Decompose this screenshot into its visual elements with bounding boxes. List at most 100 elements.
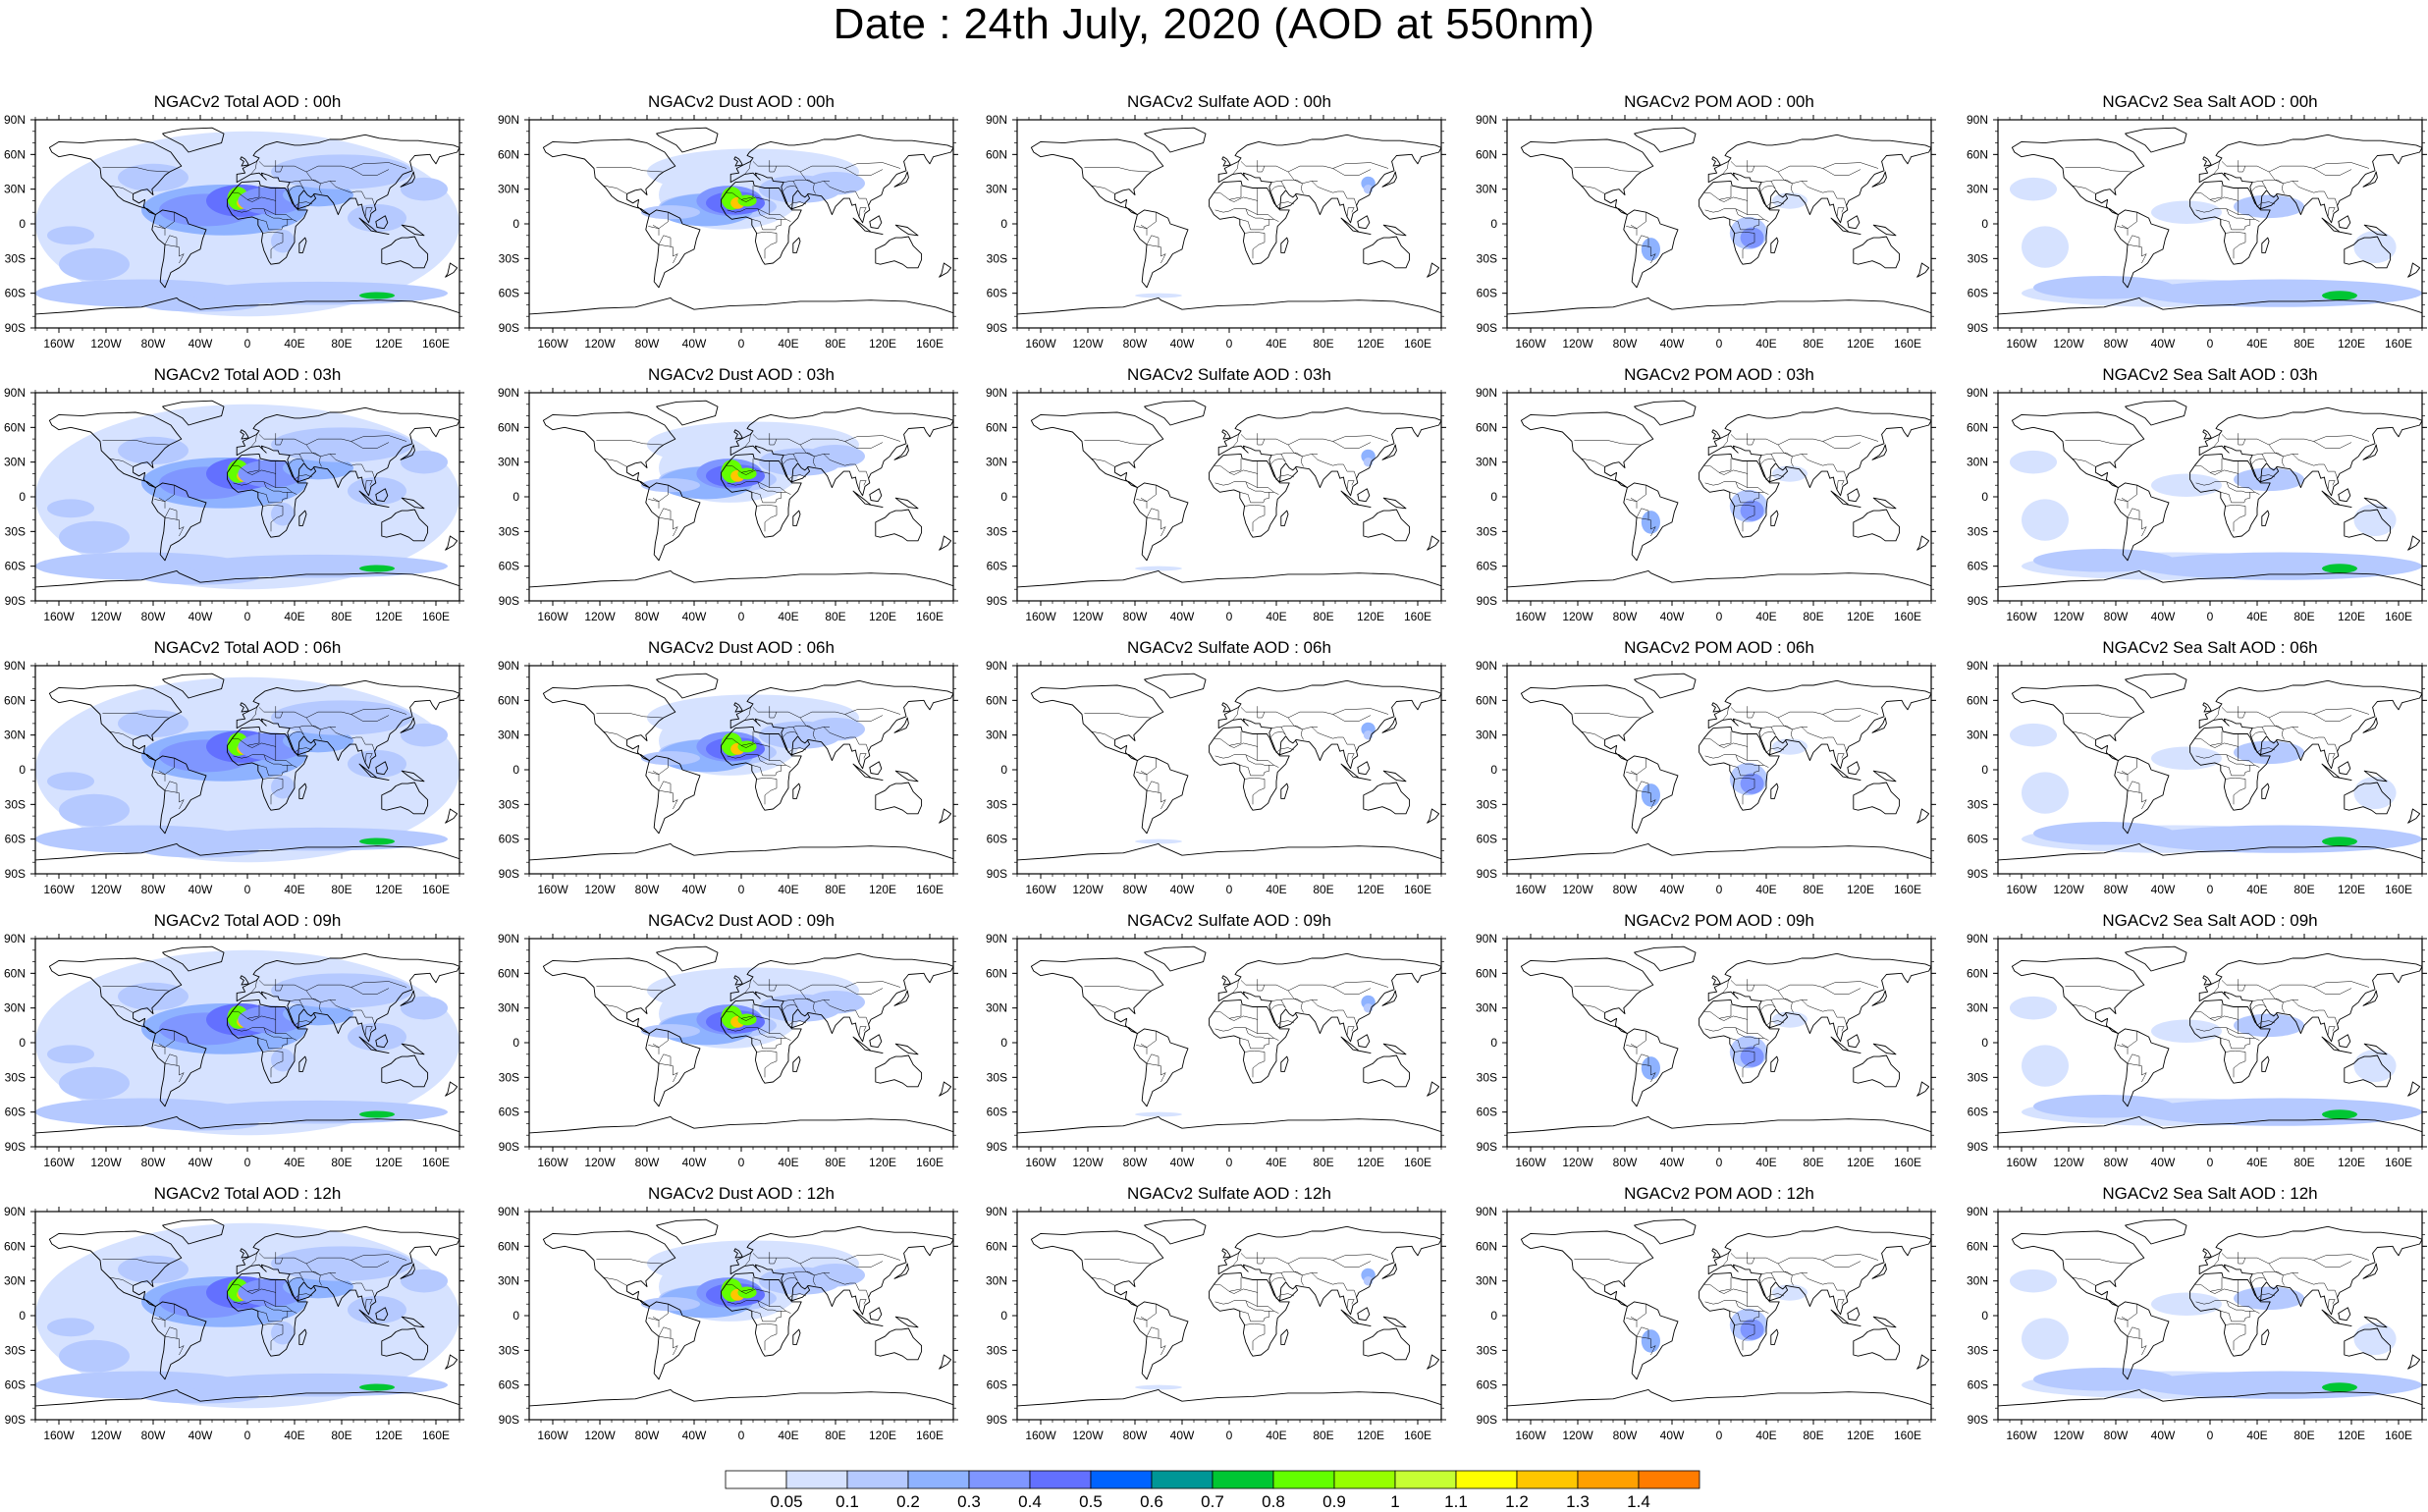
coastline-uk: [2202, 975, 2212, 986]
coastline-uk: [1221, 429, 1231, 440]
lon-label: 40W: [1170, 883, 1195, 896]
country-border: [329, 727, 362, 739]
lat-label: 30S: [987, 797, 1007, 811]
country-border: [1140, 485, 1157, 502]
country-border: [275, 706, 407, 719]
coastline-eurasia: [729, 952, 953, 1043]
country-border: [1630, 758, 1646, 775]
lon-label: 160E: [916, 337, 944, 351]
country-border: [263, 1300, 288, 1312]
country-border: [290, 454, 304, 462]
coastline-nz: [1916, 1354, 1930, 1370]
country-border: [1734, 504, 1755, 532]
country-border: [1730, 434, 1754, 440]
aod-contour: [737, 1286, 757, 1299]
country-border: [1343, 736, 1357, 752]
country-border: [658, 1062, 678, 1076]
coastline-uk: [1221, 156, 1231, 167]
country-border: [164, 789, 185, 803]
coastline-japan: [893, 171, 909, 188]
country-border: [1574, 713, 1641, 719]
lat-label: 60N: [1967, 966, 1988, 980]
lon-label: 40E: [778, 337, 798, 351]
country-border: [1718, 459, 1732, 473]
country-border: [2261, 179, 2285, 194]
country-border: [1836, 480, 1845, 490]
lon-label: 160E: [1404, 1156, 1431, 1169]
coastline-nz: [445, 535, 459, 551]
aod-contour: [141, 1389, 259, 1404]
coastline-australia: [381, 782, 429, 815]
lon-label: 80E: [825, 610, 845, 623]
lon-label: 80W: [635, 1429, 660, 1442]
coastline-uk: [1221, 702, 1231, 713]
lon-label: 80W: [2104, 1156, 2129, 1169]
coastline-northAmerica: [542, 1230, 676, 1308]
country-border: [158, 212, 175, 229]
lat-label: 60N: [498, 1239, 519, 1253]
lon-label: 120W: [90, 1156, 122, 1169]
country-border: [250, 433, 257, 448]
aod-contour: [47, 1318, 94, 1337]
panel-title: NGACv2 Sulfate AOD : 03h: [1127, 365, 1331, 384]
lat-label: 90N: [498, 1205, 519, 1218]
lat-label: 30N: [1967, 183, 1988, 196]
coastline-madagascar: [1770, 237, 1779, 253]
country-border: [1280, 1270, 1304, 1286]
coastline-arabiaSE: [1279, 1012, 1299, 1029]
lon-label: 40E: [1266, 337, 1286, 351]
lat-label: 60S: [5, 1378, 26, 1392]
coastline-borneo: [1847, 1034, 1861, 1049]
country-border: [1146, 1326, 1160, 1339]
lat-label: 0: [1000, 490, 1007, 504]
lat-label: 90N: [1476, 1205, 1497, 1218]
country-border: [164, 1326, 178, 1339]
lon-label: 120E: [375, 337, 403, 351]
country-border: [1626, 499, 1638, 509]
lat-label: 0: [513, 763, 519, 777]
aod-contour: [2022, 226, 2069, 268]
country-border: [262, 504, 284, 532]
country-border: [1140, 1031, 1157, 1048]
lon-label: 160E: [422, 610, 450, 623]
country-border: [250, 979, 257, 994]
coastline-australia: [1363, 1054, 1411, 1088]
country-border: [263, 754, 288, 766]
coastline-africa: [1209, 180, 1290, 265]
lat-label: 60S: [1968, 833, 1988, 846]
aod-contour: [2322, 564, 2357, 573]
lat-label: 60N: [986, 1239, 1007, 1253]
panel-title: NGACv2 POM AOD : 00h: [1624, 92, 1814, 111]
coastline-southAmerica: [645, 1301, 701, 1380]
coastline-uk: [1711, 429, 1721, 440]
coastline-australia: [875, 1327, 923, 1361]
country-border: [769, 1033, 791, 1041]
coastline-australia: [1853, 509, 1901, 542]
coastline-southAmerica: [1133, 209, 1189, 289]
lat-label: 60N: [4, 966, 26, 980]
coastline-antarctica: [1998, 1115, 2422, 1134]
country-border: [2252, 181, 2267, 189]
country-border: [2221, 707, 2245, 713]
lon-label: 40W: [2151, 337, 2176, 351]
country-border: [1650, 1072, 1656, 1083]
country-border: [1232, 433, 1239, 448]
country-border: [1160, 253, 1166, 264]
country-border: [250, 706, 257, 721]
lat-label: 30N: [1967, 456, 1988, 469]
lat-label: 0: [19, 217, 26, 231]
coastline-africa: [2189, 453, 2271, 538]
lon-label: 80E: [825, 1156, 845, 1169]
lon-label: 0: [1226, 883, 1233, 896]
coastline-indonesia: [1340, 217, 1372, 236]
coastline-madagascar: [1280, 237, 1289, 253]
aod-contour: [359, 565, 395, 572]
country-border: [721, 737, 771, 762]
country-border: [298, 725, 322, 740]
aod-contour: [401, 450, 448, 474]
lon-label: 120W: [2053, 1156, 2084, 1169]
country-border: [288, 185, 304, 192]
lon-label: 40W: [1170, 337, 1195, 351]
lon-label: 80E: [1803, 1156, 1823, 1169]
country-border: [783, 727, 798, 735]
